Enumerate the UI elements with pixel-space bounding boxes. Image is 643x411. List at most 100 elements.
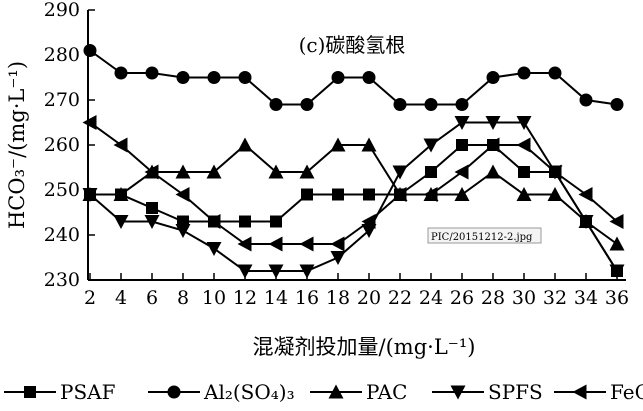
data-point	[516, 116, 532, 130]
data-point	[176, 71, 190, 84]
data-point	[425, 166, 437, 178]
y-tick-label: 260	[44, 134, 80, 156]
data-point	[146, 202, 158, 214]
x-tick-label: 12	[233, 287, 257, 309]
watermark-box	[427, 227, 542, 244]
watermark-label: PIC/20151212-2.jpg	[427, 227, 542, 244]
data-point	[456, 139, 468, 151]
series-group	[82, 115, 624, 252]
legend-label: Al₂(SO₄)₃	[203, 380, 295, 404]
data-point	[362, 71, 376, 84]
data-point	[330, 137, 346, 152]
data-point	[424, 98, 438, 111]
y-axis-title: HCO₃⁻/(mg·L⁻¹)	[5, 61, 29, 229]
x-tick-label: 8	[177, 287, 189, 309]
series-line	[89, 49, 618, 106]
data-point	[579, 93, 593, 107]
x-tick-label: 16	[295, 287, 319, 309]
data-point	[393, 98, 407, 111]
data-point	[114, 66, 128, 80]
legend-label: PAC	[366, 380, 407, 404]
data-point	[609, 214, 624, 229]
data-point	[330, 236, 345, 252]
data-point	[392, 165, 408, 180]
data-point	[268, 236, 283, 252]
legend-item: SPFS	[432, 380, 543, 404]
data-point	[454, 116, 470, 130]
y-tick-label: 250	[44, 179, 80, 201]
data-point	[144, 164, 159, 180]
legend-item: FeCl₃	[554, 380, 643, 404]
data-point	[237, 236, 252, 252]
data-point	[423, 187, 438, 202]
data-point	[238, 71, 252, 84]
data-point	[517, 66, 531, 80]
legend-item: PSAF	[4, 380, 116, 404]
series-group	[82, 116, 625, 279]
data-point	[610, 98, 624, 111]
data-point	[423, 138, 439, 153]
data-point	[485, 116, 501, 130]
chart-legend: PSAF Al₂(SO₄)₃ PAC SPFS FeCl₃	[4, 380, 643, 404]
data-point	[516, 187, 532, 201]
data-point	[206, 164, 222, 179]
legend-swatch-marker	[572, 384, 587, 400]
data-point	[548, 66, 562, 80]
data-point	[485, 137, 500, 153]
data-point	[299, 236, 314, 252]
panel-label: (c)碳酸氢根	[299, 33, 406, 57]
x-tick-label: 34	[574, 287, 598, 309]
data-point	[578, 187, 593, 202]
data-point	[270, 215, 282, 228]
x-tick-label: 18	[326, 287, 350, 309]
data-point	[113, 215, 129, 229]
x-tick-label: 2	[84, 287, 96, 309]
data-point	[455, 98, 469, 111]
legend-swatch-marker	[24, 386, 36, 398]
data-point	[175, 187, 190, 202]
y-tick-label: 280	[44, 44, 80, 66]
x-tick-label: 20	[357, 287, 381, 309]
data-point	[144, 215, 160, 229]
data-point	[145, 66, 159, 80]
data-point	[547, 187, 563, 201]
data-point	[547, 164, 562, 180]
legend-item: Al₂(SO₄)₃	[148, 380, 295, 404]
x-tick-label: 36	[605, 287, 629, 309]
data-point	[113, 137, 128, 153]
data-point	[175, 224, 191, 238]
x-tick-label: 28	[481, 287, 505, 309]
y-tick-label: 240	[44, 224, 80, 246]
data-point	[113, 187, 129, 201]
x-tick-label: 24	[419, 287, 443, 309]
data-point	[361, 137, 377, 152]
data-point	[83, 44, 97, 57]
x-tick-label: 10	[202, 287, 226, 309]
data-point	[454, 187, 470, 201]
legend-label: SPFS	[488, 380, 543, 404]
y-tick-label: 270	[44, 89, 80, 111]
data-point	[485, 164, 501, 179]
data-point	[331, 71, 345, 84]
watermark-text: PIC/20151212-2.jpg	[431, 232, 533, 243]
chart-series-layer	[82, 44, 625, 279]
data-point	[268, 264, 284, 279]
data-point	[332, 188, 344, 201]
data-point	[206, 242, 222, 256]
data-point	[361, 214, 376, 229]
legend-label: PSAF	[60, 380, 116, 404]
legend-swatch-marker	[450, 385, 466, 400]
series-line	[90, 144, 618, 272]
data-point	[609, 236, 625, 251]
legend-swatch-marker	[328, 384, 344, 399]
x-tick-label: 14	[264, 287, 288, 309]
data-point	[516, 137, 531, 153]
data-point	[237, 137, 253, 152]
data-point	[518, 166, 530, 178]
y-tick-label: 230	[44, 269, 80, 291]
y-tick-label: 290	[44, 0, 80, 21]
x-tick-label: 4	[115, 287, 127, 309]
data-point	[300, 98, 314, 111]
data-point	[207, 71, 221, 84]
